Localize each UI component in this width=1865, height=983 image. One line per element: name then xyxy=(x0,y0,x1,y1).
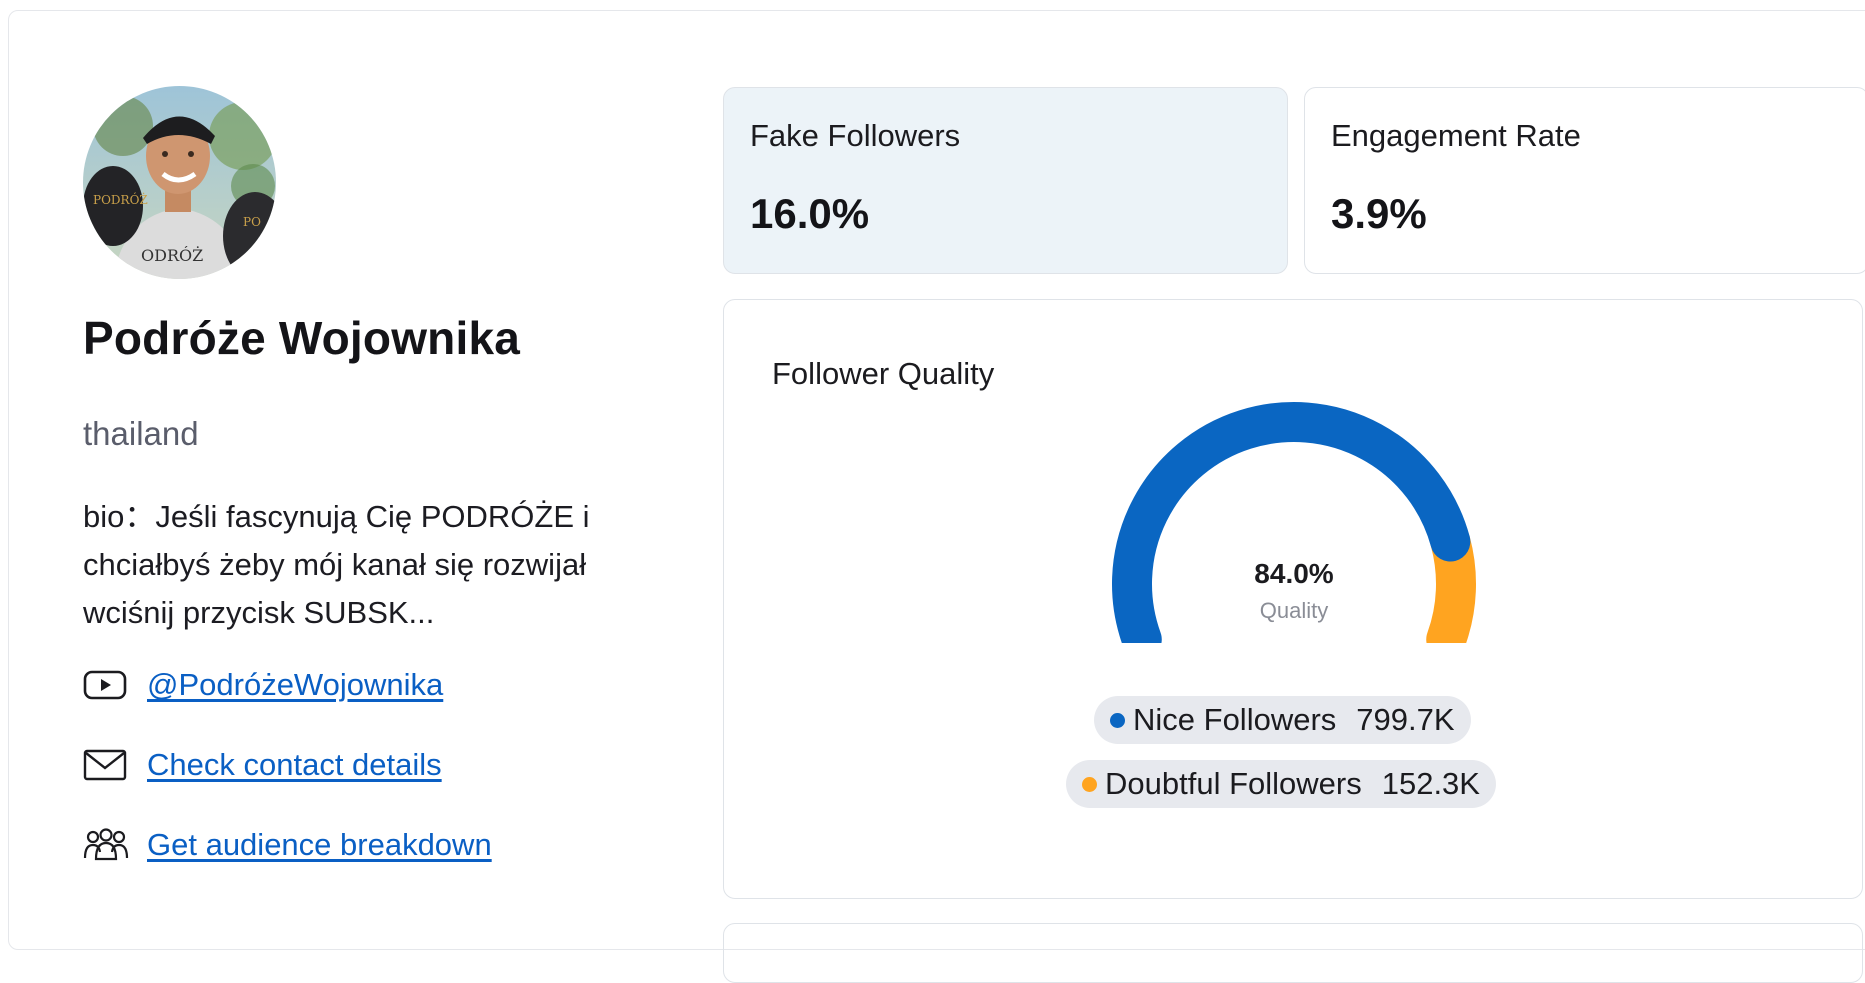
legend-label: Doubtful Followers xyxy=(1105,766,1362,801)
legend-value: 799.7K xyxy=(1356,702,1455,737)
contact-link-row: Check contact details xyxy=(83,747,442,783)
engagement-rate-card: Engagement Rate 3.9% xyxy=(1304,87,1865,274)
legend-nice-followers: Nice Followers 799.7K xyxy=(1094,696,1471,744)
get-audience-breakdown-link[interactable]: Get audience breakdown xyxy=(147,827,492,862)
next-card xyxy=(723,923,1863,983)
avatar: ODRÓŻ PODRÓŻ PO xyxy=(83,86,276,279)
quality-gauge xyxy=(1112,402,1476,643)
legend-label: Nice Followers xyxy=(1133,702,1337,737)
svg-text:ODRÓŻ: ODRÓŻ xyxy=(141,245,203,265)
gauge-value: 84.0% xyxy=(1254,558,1334,589)
youtube-link-row: @PodróżeWojownika xyxy=(83,667,443,703)
profile-name: Podróże Wojownika xyxy=(83,312,521,364)
youtube-handle-link[interactable]: @PodróżeWojownika xyxy=(147,667,444,702)
legend-doubtful-followers: Doubtful Followers 152.3K xyxy=(1066,760,1496,808)
people-icon xyxy=(83,827,129,863)
gauge-segment-nice-followers xyxy=(1112,402,1471,643)
engagement-rate-value: 3.9% xyxy=(1331,190,1427,237)
avatar-photo: ODRÓŻ PODRÓŻ PO xyxy=(83,86,276,279)
legend-dot-doubtful xyxy=(1082,776,1097,792)
profile-panel: ODRÓŻ PODRÓŻ PO Podróże Wojownika thaila… xyxy=(8,10,1865,983)
fake-followers-label: Fake Followers xyxy=(750,118,961,153)
legend-value: 152.3K xyxy=(1381,766,1480,801)
gauge-label: Quality xyxy=(1259,598,1329,623)
check-contact-details-link[interactable]: Check contact details xyxy=(147,747,442,782)
profile-location: thailand xyxy=(83,415,199,452)
fake-followers-value: 16.0% xyxy=(750,190,870,237)
youtube-icon xyxy=(83,667,129,703)
profile-bio: bio：Jeśli fascynują Cię PODRÓŻE i chciał… xyxy=(83,499,590,630)
legend-dot-nice xyxy=(1110,712,1125,728)
svg-text:PODRÓŻ: PODRÓŻ xyxy=(93,191,148,207)
audience-link-row: Get audience breakdown xyxy=(83,827,492,863)
engagement-rate-label: Engagement Rate xyxy=(1331,118,1581,153)
mail-icon xyxy=(83,747,129,783)
fake-followers-card: Fake Followers 16.0% xyxy=(723,87,1288,274)
follower-quality-title: Follower Quality xyxy=(772,356,995,391)
svg-text:PO: PO xyxy=(243,215,261,229)
follower-quality-card: Follower Quality 84.0% Quality Nice Foll… xyxy=(723,299,1863,899)
